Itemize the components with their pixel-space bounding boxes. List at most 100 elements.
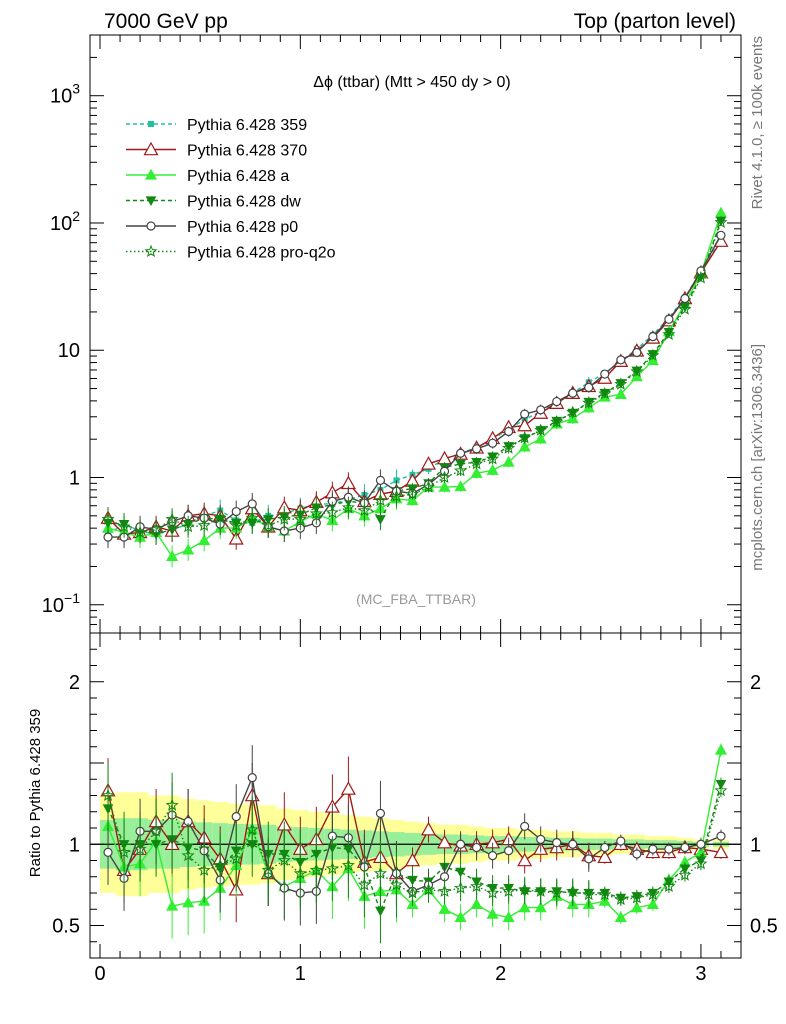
ratio-point [597,849,613,864]
ratio-point [584,854,594,864]
ratio-point [680,842,690,853]
data-point [630,364,644,378]
ratio-panel-frame [89,632,742,959]
main-panel-series [100,206,729,568]
data-point [406,494,419,506]
data-point [550,415,564,428]
data-point [488,438,498,448]
ratio-point [614,911,627,922]
ratio-point [375,808,386,818]
ratio-point [630,891,644,904]
ratio-point [696,839,706,849]
y-tick-label: 10−1 [42,590,80,617]
data-point [375,475,386,485]
data-point [678,302,692,315]
ratio-point [165,798,179,811]
ratio-point [630,901,643,913]
data-point [534,423,548,436]
data-point [600,369,610,379]
data-point [389,489,403,503]
ratio-point [438,884,452,897]
ratio-point [534,884,548,897]
x-tick-label: 2 [495,963,506,985]
data-point [714,206,727,218]
ratio-point [517,852,533,867]
ratio-point [502,911,515,922]
ratio-point [714,743,727,755]
data-point [198,534,211,546]
data-point [471,444,482,454]
ratio-point [664,844,674,854]
data-point [165,512,179,525]
legend-label: Pythia 6.428 370 [187,143,307,160]
data-point [470,467,483,478]
ratio-point [229,852,243,865]
data-point [197,518,211,531]
y-tick-label: 1 [69,468,80,490]
data-point [421,456,437,470]
data-point [261,518,275,531]
data-point [616,355,626,365]
ratio-point [103,847,113,857]
data-point [504,426,514,437]
ratio-point [404,852,421,867]
ratio-point [149,824,163,837]
data-point [149,522,163,536]
ratio-point [309,863,323,876]
ratio-point [375,906,386,917]
ratio-point [678,868,692,881]
data-point [213,511,227,524]
data-point [502,455,515,467]
ratio-point [470,898,483,909]
data-point [438,480,451,492]
ratio-point [166,899,179,911]
ratio-point [504,846,514,856]
ratio-y-tick-label-right: 2 [750,672,761,694]
y-tick-label: 10 [58,340,80,362]
ratio-point [197,863,211,876]
legend-label: Pythia 6.428 a [187,168,289,185]
ratio-point [518,882,532,896]
data-point [231,506,241,517]
ratio-y-tick-label-right: 0.5 [750,916,778,938]
data-point [614,377,628,390]
legend-marker [145,196,157,207]
data-point [520,409,530,419]
legend-label: Pythia 6.428 dw [187,194,301,211]
data-point [534,432,547,444]
ratio-point [614,892,628,905]
data-point [486,464,499,475]
header-right-label: Top (parton level) [574,10,736,33]
ratio-point [455,867,466,878]
data-point [680,293,690,304]
analysis-tag: (MC_FBA_TTBAR) [356,591,476,607]
ratio-point [389,878,403,891]
ratio-point [648,844,658,854]
data-point [117,519,131,533]
ratio-point [454,911,467,922]
data-point [277,512,291,525]
ratio-point [518,901,531,913]
legend-marker [148,121,154,127]
data-point [648,331,658,342]
y-tick-label: 102 [50,208,80,235]
ratio-point [422,882,436,896]
data-point [518,430,532,444]
ratio-point [550,886,564,899]
data-point [584,382,594,393]
legend-marker [143,141,159,156]
ratio-point [552,838,562,848]
data-point [486,452,500,465]
ratio-point [568,839,578,849]
ratio-point [133,842,147,855]
ratio-point [293,866,307,879]
ratio-y-tick-label: 0.5 [52,916,80,938]
ratio-point [181,848,195,862]
data-point [166,550,179,561]
ratio-point [716,831,726,841]
data-point [453,463,468,477]
data-point [133,525,147,538]
data-point [716,230,726,240]
